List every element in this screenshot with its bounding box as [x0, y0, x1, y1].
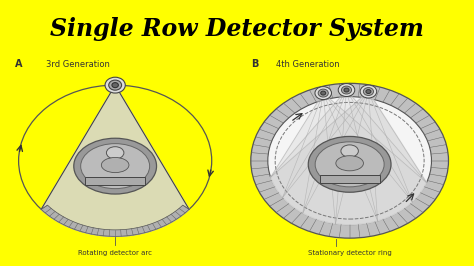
Ellipse shape — [74, 138, 156, 194]
Circle shape — [109, 80, 122, 90]
Circle shape — [268, 97, 431, 225]
Text: Single Row Detector System: Single Row Detector System — [50, 16, 424, 41]
Circle shape — [318, 89, 328, 97]
Ellipse shape — [101, 157, 129, 173]
Ellipse shape — [81, 144, 150, 189]
Text: Rotating detector arc: Rotating detector arc — [78, 250, 152, 256]
Polygon shape — [271, 92, 427, 225]
Text: A: A — [15, 59, 23, 69]
Circle shape — [251, 83, 448, 238]
Circle shape — [344, 88, 349, 92]
FancyBboxPatch shape — [320, 176, 380, 184]
Text: B: B — [251, 59, 258, 69]
Polygon shape — [271, 90, 427, 225]
Ellipse shape — [341, 145, 358, 157]
Circle shape — [315, 87, 331, 99]
Ellipse shape — [315, 142, 384, 187]
Circle shape — [112, 83, 118, 88]
Text: 3rd Generation: 3rd Generation — [46, 60, 110, 69]
Circle shape — [105, 77, 125, 93]
Polygon shape — [271, 92, 427, 225]
FancyBboxPatch shape — [85, 177, 145, 185]
Circle shape — [366, 90, 371, 94]
Polygon shape — [271, 93, 427, 225]
Text: 4th Generation: 4th Generation — [276, 60, 340, 69]
Text: Stationary detector ring: Stationary detector ring — [308, 250, 392, 256]
Circle shape — [321, 91, 326, 95]
Circle shape — [341, 86, 352, 94]
Polygon shape — [41, 85, 189, 236]
Ellipse shape — [336, 156, 364, 171]
Polygon shape — [41, 205, 189, 236]
Ellipse shape — [107, 147, 124, 159]
Circle shape — [364, 88, 374, 95]
Circle shape — [338, 84, 355, 97]
Ellipse shape — [308, 136, 391, 192]
Circle shape — [360, 85, 377, 98]
